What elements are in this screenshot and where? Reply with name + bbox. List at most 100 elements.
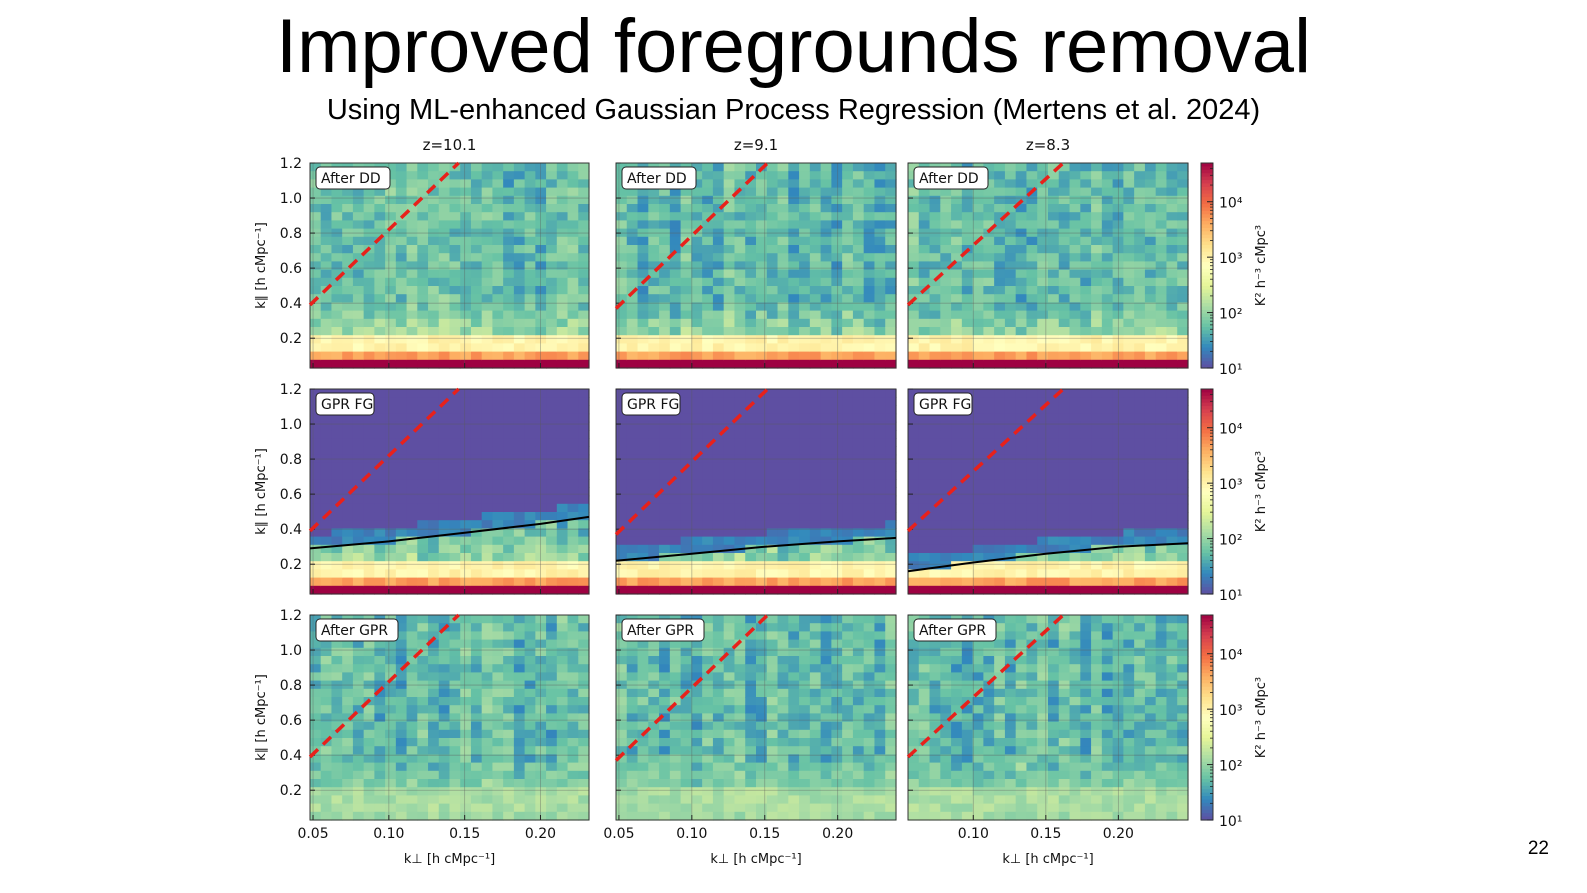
heatmap-cell <box>842 438 854 447</box>
heatmap-cell <box>438 569 451 579</box>
heatmap-cell <box>524 672 536 682</box>
heatmap-cell <box>1101 351 1114 361</box>
heatmap-cell <box>940 318 952 328</box>
heatmap-cell <box>1069 430 1081 439</box>
colorbar-segment <box>1201 419 1213 424</box>
heatmap-cell <box>438 705 451 714</box>
heatmap-cell <box>648 310 660 320</box>
heatmap-cell <box>1026 253 1038 262</box>
heatmap-cell <box>918 544 931 554</box>
colorbar-segment <box>1201 272 1213 277</box>
heatmap-cell <box>777 454 789 464</box>
heatmap-cell <box>648 585 660 595</box>
heatmap-cell <box>1166 269 1178 279</box>
heatmap-cell <box>1112 351 1124 361</box>
heatmap-cell <box>503 294 515 303</box>
heatmap-cell <box>734 503 746 513</box>
heatmap-cell <box>723 204 736 213</box>
heatmap-cell <box>994 261 1006 271</box>
heatmap-cell <box>777 236 789 246</box>
heatmap-cell <box>395 787 408 796</box>
colorbar-segment <box>1201 169 1213 174</box>
heatmap-cell <box>481 335 494 344</box>
heatmap-cell <box>1123 236 1135 246</box>
heatmap-cell <box>1155 471 1168 480</box>
heatmap-cell <box>524 236 536 246</box>
heatmap-cell <box>799 397 811 406</box>
colorbar-segment <box>1201 474 1213 479</box>
heatmap-cell <box>331 528 343 538</box>
heatmap-cell <box>777 561 789 570</box>
heatmap-cell <box>809 310 822 320</box>
heatmap-cell <box>659 569 671 579</box>
heatmap-cell <box>756 212 768 221</box>
heatmap-cell <box>626 327 639 336</box>
heatmap-cell <box>374 302 386 312</box>
heatmap-cell <box>470 713 483 723</box>
heatmap-cell <box>820 520 832 529</box>
heatmap-cell <box>385 639 397 649</box>
heatmap-cell <box>842 236 854 246</box>
heatmap-cell <box>374 639 386 649</box>
heatmap-cell <box>983 253 995 262</box>
heatmap-cell <box>513 286 526 295</box>
slide-subtitle: Using ML-enhanced Gaussian Process Regre… <box>326 94 1261 126</box>
heatmap-cell <box>745 471 757 480</box>
heatmap-cell <box>524 343 536 353</box>
heatmap-cell <box>702 195 714 205</box>
heatmap-cell <box>406 228 418 238</box>
heatmap-cell <box>1069 536 1081 546</box>
colorbar-segment <box>1201 309 1213 314</box>
heatmap-cell <box>567 553 579 562</box>
heatmap-cell <box>556 327 569 336</box>
heatmap-cell <box>395 680 408 690</box>
heatmap-cell <box>1101 236 1114 246</box>
heatmap-cell <box>809 520 822 529</box>
heatmap-cell <box>524 421 536 431</box>
heatmap-cell <box>449 261 461 271</box>
colorbar-segment <box>1201 316 1213 321</box>
y-axis-label: k∥ [h cMpc⁻¹] <box>254 674 269 761</box>
heatmap-cell <box>310 286 322 295</box>
heatmap-cell <box>470 479 483 488</box>
heatmap-cell <box>702 487 714 497</box>
heatmap-cell <box>799 569 811 579</box>
heatmap-cell <box>820 245 832 254</box>
heatmap-cell <box>1177 302 1189 312</box>
heatmap-cell <box>1069 302 1081 312</box>
heatmap-cell <box>852 495 865 505</box>
heatmap-cell <box>352 639 365 649</box>
heatmap-cell <box>842 220 854 230</box>
heatmap-cell <box>756 343 768 353</box>
heatmap-cell <box>1166 310 1178 320</box>
heatmap-cell <box>669 286 682 295</box>
heatmap-cell <box>1069 269 1081 279</box>
heatmap-cell <box>470 253 483 262</box>
heatmap-cell <box>659 462 671 472</box>
heatmap-cell <box>1155 487 1168 497</box>
heatmap-cell <box>395 454 408 464</box>
heatmap-cell <box>1091 286 1103 295</box>
heatmap-cell <box>524 569 536 579</box>
heatmap-cell <box>918 479 931 488</box>
heatmap-cell <box>438 561 451 570</box>
heatmap-cell <box>723 236 736 246</box>
heatmap-cell <box>972 253 984 262</box>
heatmap-cell <box>1026 462 1038 472</box>
heatmap-cell <box>745 454 757 464</box>
heatmap-cell <box>1069 495 1081 505</box>
heatmap-cell <box>874 544 886 554</box>
heatmap-cell <box>885 495 897 505</box>
heatmap-cell <box>438 462 451 472</box>
heatmap-cell <box>712 544 725 554</box>
heatmap-cell <box>918 269 931 279</box>
heatmap-cell <box>951 413 963 423</box>
heatmap-cell <box>470 803 483 813</box>
heatmap-cell <box>417 754 429 764</box>
heatmap-cell <box>788 553 800 562</box>
heatmap-cell <box>1037 561 1049 570</box>
heatmap-cell <box>428 212 440 221</box>
heatmap-cell <box>363 656 375 665</box>
heatmap-cell <box>428 228 440 238</box>
heatmap-cell <box>1123 495 1135 505</box>
